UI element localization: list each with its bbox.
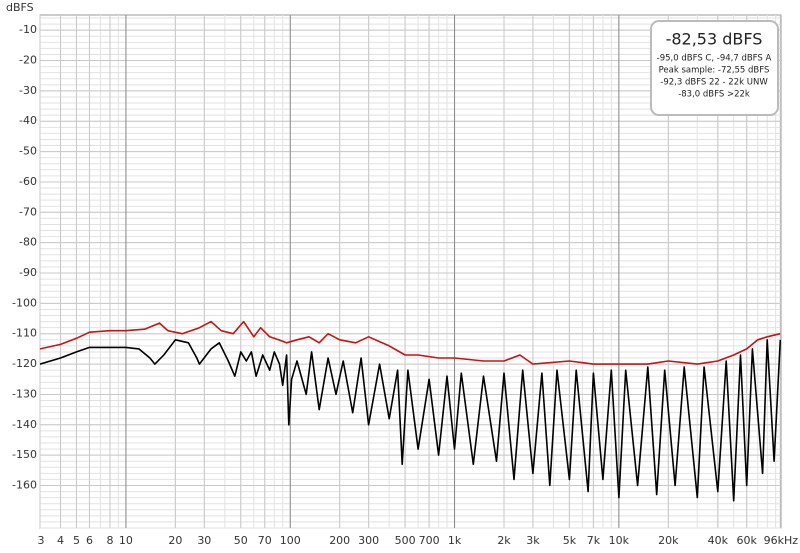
x-tick-label: 60k — [737, 534, 758, 547]
x-tick-label: 20 — [168, 534, 182, 547]
x-tick-label: 70 — [258, 534, 272, 547]
readout-line: -92,3 dBFS 22 - 22k UNW — [660, 78, 768, 88]
readout-line: Peak sample: -72,55 dBFS — [659, 66, 770, 76]
y-tick-label: -140 — [12, 418, 37, 431]
readout-frame — [650, 20, 779, 116]
x-tick-label: 5k — [563, 534, 577, 547]
y-tick-label: -70 — [19, 205, 37, 218]
y-tick-label: -120 — [12, 357, 37, 370]
x-tick-label: 20k — [658, 534, 679, 547]
readout-line: -83,0 dBFS >22k — [678, 90, 750, 100]
y-tick-label: -80 — [19, 236, 37, 249]
series-line — [40, 338, 781, 502]
x-tick-label: 10 — [119, 534, 133, 547]
x-tick-label: 2k — [497, 534, 511, 547]
x-tick-label: 5 — [73, 534, 80, 547]
x-tick-label: 3k — [526, 534, 540, 547]
x-tick-label: 100 — [280, 534, 301, 547]
x-tick-label: 50 — [234, 534, 248, 547]
y-tick-label: -60 — [19, 175, 37, 188]
x-tick-label: 8 — [106, 534, 113, 547]
x-tick-label: 3 — [38, 534, 45, 547]
y-tick-label: -10 — [19, 23, 37, 36]
y-tick-label: -150 — [12, 448, 37, 461]
x-tick-label: 200 — [329, 534, 350, 547]
x-tick-label: 4 — [57, 534, 64, 547]
y-tick-label: -50 — [19, 145, 37, 158]
x-tick-label: 700 — [419, 534, 440, 547]
x-tick-label: 40k — [708, 534, 729, 547]
x-tick-label: 10k — [609, 534, 630, 547]
y-tick-label: -30 — [19, 84, 37, 97]
readout-line: -95,0 dBFS C, -94,7 dBFS A — [657, 54, 772, 64]
y-tick-label: -40 — [19, 114, 37, 127]
y-tick-label: -100 — [12, 296, 37, 309]
x-tick-label: 7k — [587, 534, 601, 547]
x-tick-label: 1k — [448, 534, 462, 547]
x-tick-label: 30 — [197, 534, 211, 547]
y-axis-label: dBFS — [6, 1, 34, 14]
series-line — [40, 320, 781, 365]
y-tick-label: -90 — [19, 266, 37, 279]
y-tick-label: -160 — [12, 479, 37, 492]
readout-main: -82,53 dBFS — [666, 30, 763, 49]
y-tick-label: -130 — [12, 387, 37, 400]
x-tick-label: 96kHz — [764, 534, 799, 547]
x-tick-label: 6 — [86, 534, 93, 547]
y-tick-label: -20 — [19, 54, 37, 67]
x-tick-label: 500 — [395, 534, 416, 547]
y-tick-label: -110 — [12, 327, 37, 340]
readout-box: -82,53 dBFS -95,0 dBFS C, -94,7 dBFS A Pea… — [650, 20, 779, 116]
x-tick-label: 300 — [358, 534, 379, 547]
